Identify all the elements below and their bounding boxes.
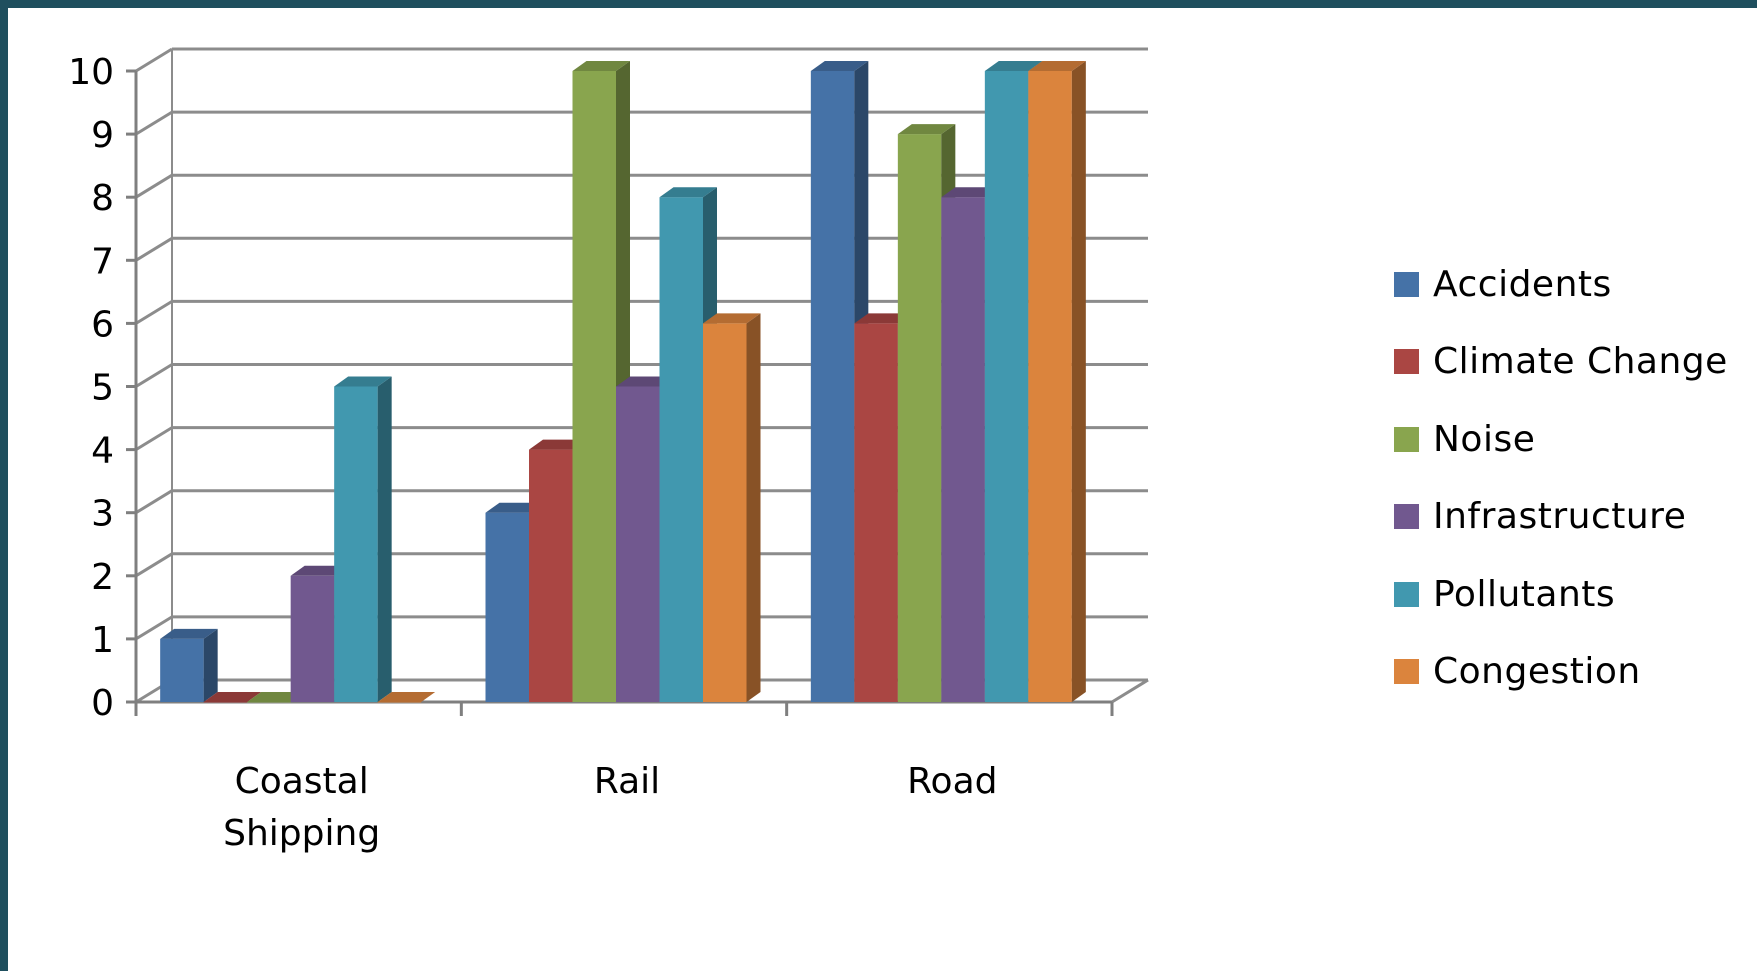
y-tick-label: 9 xyxy=(91,115,114,156)
legend-swatch xyxy=(1394,581,1419,607)
bar xyxy=(703,313,761,702)
gridline-depth xyxy=(135,552,173,578)
bar-top xyxy=(485,502,543,513)
bar-front xyxy=(203,702,248,703)
bar xyxy=(1028,61,1086,702)
y-tick-label: 7 xyxy=(91,241,114,282)
bar-top xyxy=(810,61,869,71)
bar-chart: 0 1 2 3 4 5 6 7 8 9 10 Coastal Shipping Rail Road xyxy=(68,47,1149,854)
bar-top xyxy=(334,376,392,387)
y-tick-label: 5 xyxy=(91,368,114,409)
bar-front xyxy=(984,71,1029,702)
bar-top xyxy=(572,61,630,71)
bar xyxy=(377,692,436,703)
bar-top xyxy=(290,565,349,576)
bar xyxy=(160,628,218,702)
legend-label: Climate Change xyxy=(1433,341,1728,382)
floor-edge xyxy=(1111,678,1149,704)
legend-item: Noise xyxy=(1394,418,1536,460)
legend-label: Noise xyxy=(1433,418,1536,460)
bar-front xyxy=(485,512,529,702)
legend-swatch xyxy=(1394,349,1419,374)
y-tick-label: 2 xyxy=(91,557,114,598)
y-tick-label: 4 xyxy=(91,431,114,472)
bar-front xyxy=(616,386,660,702)
bar-front xyxy=(941,197,985,702)
bar-front xyxy=(572,71,616,702)
legend-swatch xyxy=(1394,426,1419,452)
legend-item: Accidents xyxy=(1394,263,1612,305)
gridline-depth xyxy=(135,426,173,451)
gridline-depth xyxy=(135,47,173,73)
bar-front xyxy=(810,71,855,702)
bar-front xyxy=(659,197,703,702)
bar-front xyxy=(854,323,898,702)
bars xyxy=(160,61,1086,703)
legend-label: Accidents xyxy=(1433,263,1612,305)
legend-item: Pollutants xyxy=(1394,573,1616,615)
bar-front xyxy=(897,134,942,703)
chart-panel: 0 1 2 3 4 5 6 7 8 9 10 Coastal Shipping Rail Road Acci… xyxy=(8,8,1757,971)
y-tick-label: 1 xyxy=(91,620,114,661)
legend-swatch xyxy=(1394,659,1419,684)
bar-front xyxy=(1028,71,1072,702)
y-tick-label: 6 xyxy=(91,304,114,345)
category-label: Shipping xyxy=(223,813,380,854)
bar-top xyxy=(854,313,912,324)
legend-item: Congestion xyxy=(1394,651,1641,692)
bar-front xyxy=(290,575,335,702)
legend-item: Climate Change xyxy=(1394,341,1728,382)
legend-swatch xyxy=(1394,504,1419,529)
bar-front xyxy=(334,386,378,702)
gridline-depth xyxy=(135,615,173,641)
legend-swatch xyxy=(1394,271,1419,297)
y-tick-label: 8 xyxy=(91,178,114,219)
bar-top xyxy=(703,313,761,324)
bar-front xyxy=(247,702,291,703)
bar xyxy=(247,692,305,703)
category-label: Road xyxy=(907,761,997,802)
bar-front xyxy=(529,449,573,702)
bar-front xyxy=(703,323,747,702)
bar-top xyxy=(247,692,305,702)
bar-side xyxy=(1071,61,1086,702)
bar-top xyxy=(529,439,587,450)
bar-top xyxy=(984,61,1043,71)
bar-side xyxy=(203,628,218,702)
bar xyxy=(334,376,392,702)
bar-side xyxy=(377,376,392,702)
bar-top xyxy=(616,376,674,387)
category-label: Rail xyxy=(594,761,660,802)
bar-top xyxy=(897,124,956,135)
bar-top xyxy=(941,187,999,198)
y-tick-label: 0 xyxy=(91,683,114,724)
bar-side xyxy=(746,313,761,702)
gridline-depth xyxy=(135,237,173,262)
gridline-depth xyxy=(135,300,173,325)
category-label: Coastal xyxy=(235,761,369,802)
bar-top xyxy=(1028,61,1086,71)
gridline-depth xyxy=(135,363,173,388)
gridline-depth xyxy=(135,489,173,514)
legend-label: Infrastructure xyxy=(1433,496,1687,537)
bar-top xyxy=(377,692,436,702)
y-tick-label: 10 xyxy=(68,52,114,93)
bar xyxy=(203,692,262,703)
bar-front xyxy=(160,638,204,702)
gridline-depth xyxy=(135,110,173,136)
legend-item: Infrastructure xyxy=(1394,496,1687,537)
legend-label: Pollutants xyxy=(1433,573,1616,615)
bar-front xyxy=(377,702,422,703)
bar-top xyxy=(203,692,262,702)
bar-top xyxy=(659,187,717,198)
y-tick-label: 3 xyxy=(91,494,114,535)
gridline-depth xyxy=(135,173,173,199)
legend-label: Congestion xyxy=(1433,651,1641,692)
bar-top xyxy=(160,628,218,639)
tick-labels: 0 1 2 3 4 5 6 7 8 9 10 Coastal Shipping Rail Road xyxy=(68,52,997,854)
